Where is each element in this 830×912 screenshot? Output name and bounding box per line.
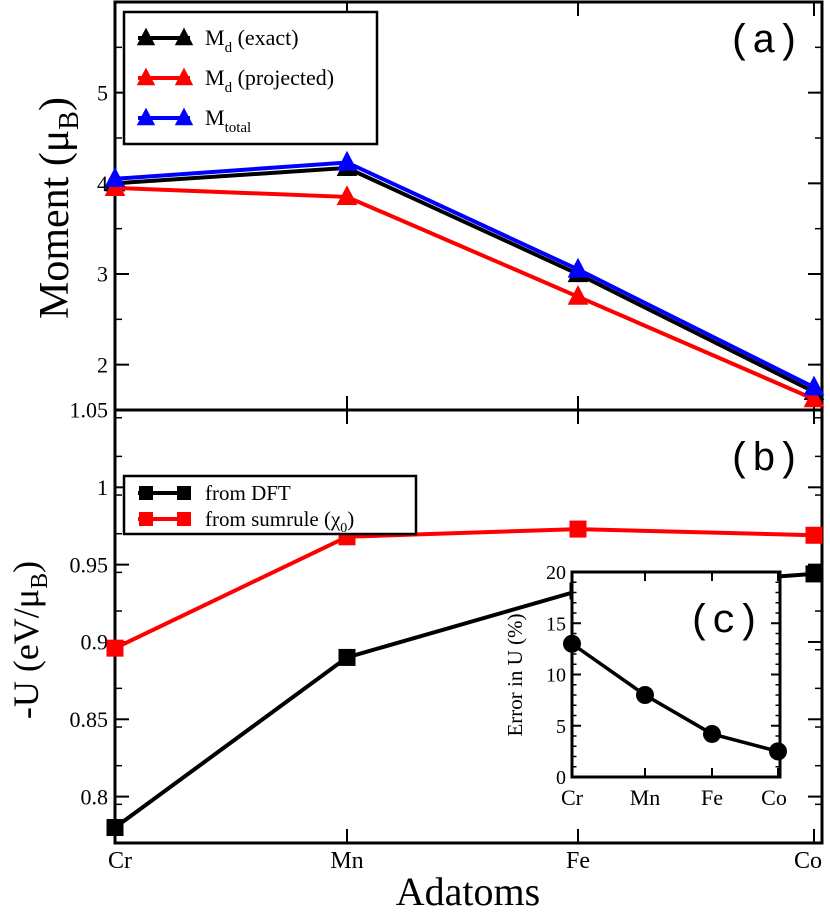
data-point [636,686,654,704]
panel-a: (a) Moment (μB) 2 3 4 5 Md (exact) Md (proje… [32,0,825,412]
legend-marker [177,512,191,526]
series-line [114,527,815,650]
series-line [114,160,815,390]
data-point [805,526,823,544]
legend-label: Md (projected) [205,65,334,96]
data-point [803,375,825,396]
panel-a-ylabel: Moment (μB) [32,97,85,319]
y-tick-label: 20 [546,562,566,584]
x-tick-label: Cr [108,848,132,874]
legend-marker [136,107,156,126]
panel-b-ylabel: -U (eV/μB) [6,561,53,719]
y-tick-label: 1.05 [70,398,109,423]
y-tick-label: 0.9 [81,630,109,655]
data-point [769,742,787,761]
data-point [106,639,124,657]
panel-b-label: (b) [728,438,800,483]
y-tick-label: 0.8 [81,784,109,809]
legend-marker [139,512,153,526]
legend-marker [136,27,156,46]
legend-marker [174,107,194,126]
y-tick-label: 3 [97,262,108,287]
panel-c-inset: (c) Error in U (%) 0 5 10 15 20 Cr Mn Fe Co [503,562,787,810]
y-tick-label: 0.85 [70,707,109,732]
panel-b-frame [113,408,824,845]
legend-marker [136,67,156,86]
y-tick-label: 4 [97,171,108,196]
legend-marker [139,486,153,500]
data-point [803,387,825,408]
panel-a-label: (a) [728,20,800,65]
inset-x-tick-label: Fe [701,785,723,810]
series-line [114,185,815,401]
y-tick-label: 15 [546,613,566,635]
legend-marker [174,67,194,86]
series-line [114,165,815,394]
x-tick-label: Fe [566,848,590,874]
x-tick-label: Mn [330,848,363,874]
series-line [570,642,779,754]
y-tick-label: 0 [556,767,566,789]
panel-b: (b) -U (eV/μB) 0.8 0.85 0.9 0.95 1 1.05 Cr Mn F… [6,398,824,912]
legend-label: Md (exact) [205,25,299,56]
data-point [336,150,358,171]
legend-marker [174,27,194,46]
x-tick-label: Co [794,848,822,874]
y-tick-label: 1 [97,475,108,500]
y-tick-label: 5 [97,80,108,105]
data-point [569,520,587,538]
panel-c-ylabel: Error in U (%) [503,613,527,736]
data-point [567,284,589,305]
inset-x-tick-label: Cr [561,785,584,810]
panel-a-legend: Md (exact) Md (projected) Mtotal [122,10,379,146]
legend-label: Mtotal [205,105,251,136]
data-point [106,819,124,837]
panel-b-legend-box [122,474,418,536]
data-point [104,167,126,187]
legend-marker [177,486,191,500]
panel-c-label: (c) [688,600,760,645]
inset-x-tick-label: Mn [630,785,661,810]
legend-label: from sumrule (χ0) [205,507,354,536]
data-point [336,185,358,206]
x-axis-title: Adatoms [396,869,540,912]
legend-label: from DFT [205,481,291,505]
inset-x-tick-label: Co [761,785,787,810]
data-point [703,724,721,743]
data-point [338,648,356,666]
data-point [563,634,581,653]
data-point [805,565,823,583]
data-point [567,257,589,278]
y-tick-label: 5 [556,716,566,738]
y-tick-label: 10 [546,665,566,687]
y-tick-label: 2 [97,352,108,377]
y-tick-label: 0.95 [70,552,109,577]
